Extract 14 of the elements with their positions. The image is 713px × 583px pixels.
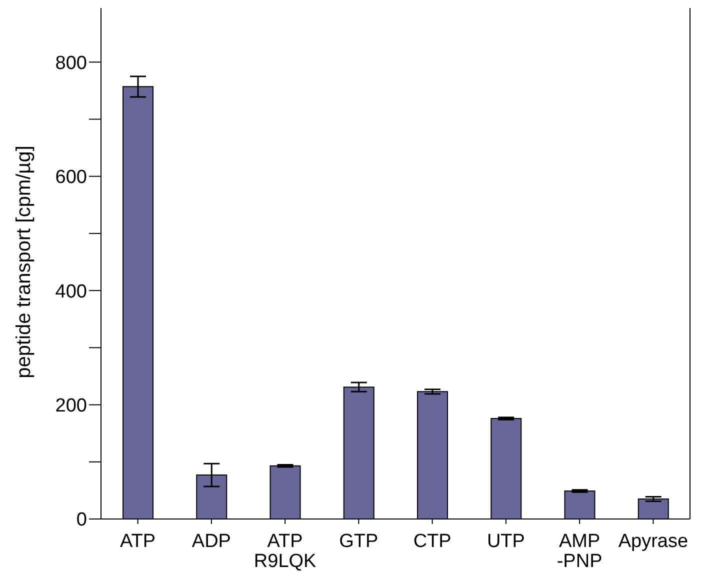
y-tick-label: 400 bbox=[55, 281, 87, 302]
x-tick-label: ATP R9LQK bbox=[254, 531, 317, 572]
x-tick-label: AMP -PNP bbox=[556, 531, 602, 572]
y-tick-label: 800 bbox=[55, 52, 87, 74]
y-tick-label: 200 bbox=[55, 396, 87, 417]
x-tick-label: UTP bbox=[486, 531, 525, 552]
y-tick-label: 600 bbox=[55, 167, 87, 188]
x-tick-label: CTP bbox=[413, 531, 452, 552]
x-tick-label: ADP bbox=[192, 531, 231, 552]
x-tick-label: Apyrase bbox=[618, 531, 688, 552]
y-axis-title: peptide transport [cpm/µg] bbox=[13, 146, 36, 378]
y-tick-label: 0 bbox=[76, 510, 87, 531]
x-tick-label: ATP bbox=[120, 531, 156, 552]
x-tick-label: GTP bbox=[339, 531, 378, 552]
